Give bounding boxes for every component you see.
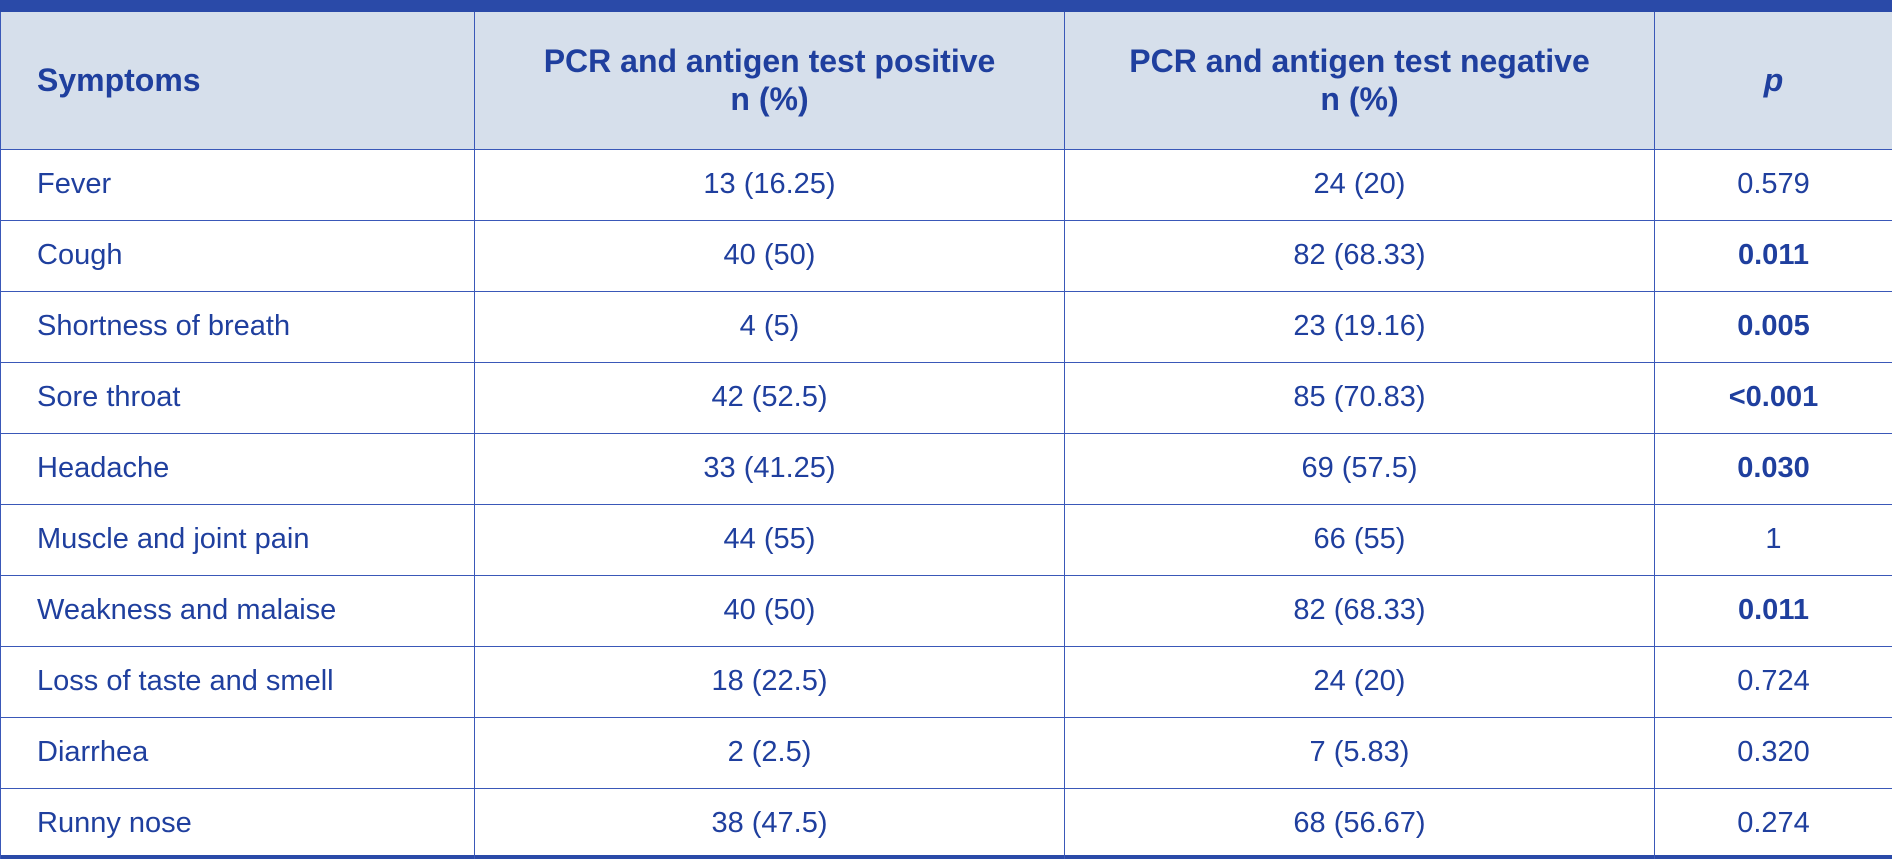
table-row: Runny nose 38 (47.5) 68 (56.67) 0.274 <box>0 787 1892 859</box>
negative-count-cell: 23 (19.16) <box>1064 290 1655 363</box>
table-row: Weakness and malaise 40 (50) 82 (68.33) 0.0… <box>0 574 1892 647</box>
header-positive-line2: n (%) <box>730 81 809 118</box>
header-row: Symptoms PCR and antigen test positive n… <box>0 12 1892 150</box>
positive-count-cell: 4 (5) <box>474 290 1065 363</box>
negative-count-cell: 7 (5.83) <box>1064 716 1655 789</box>
header-p-value: p <box>1654 12 1892 150</box>
table-row: Diarrhea 2 (2.5) 7 (5.83) 0.320 <box>0 716 1892 789</box>
table-row: Loss of taste and smell 18 (22.5) 24 (20) 0… <box>0 645 1892 718</box>
positive-count-cell: 2 (2.5) <box>474 716 1065 789</box>
negative-count-cell: 24 (20) <box>1064 148 1655 221</box>
negative-count-cell: 68 (56.67) <box>1064 787 1655 859</box>
table-row: Shortness of breath 4 (5) 23 (19.16) 0.005 <box>0 290 1892 363</box>
symptom-cell: Loss of taste and smell <box>0 645 475 718</box>
header-positive: PCR and antigen test positive n (%) <box>474 12 1065 150</box>
header-negative: PCR and antigen test negative n (%) <box>1064 12 1655 150</box>
symptom-cell: Runny nose <box>0 787 475 859</box>
positive-count-cell: 13 (16.25) <box>474 148 1065 221</box>
symptom-cell: Sore throat <box>0 361 475 434</box>
negative-count-cell: 69 (57.5) <box>1064 432 1655 505</box>
header-p-label: p <box>1763 62 1784 99</box>
symptom-cell: Muscle and joint pain <box>0 503 475 576</box>
p-value-cell: 0.320 <box>1654 716 1892 789</box>
positive-count-cell: 33 (41.25) <box>474 432 1065 505</box>
p-value-cell: 1 <box>1654 503 1892 576</box>
p-value-cell: 0.005 <box>1654 290 1892 363</box>
p-value-cell: 0.011 <box>1654 574 1892 647</box>
p-value-cell: 0.274 <box>1654 787 1892 859</box>
p-value-cell: 0.011 <box>1654 219 1892 292</box>
positive-count-cell: 38 (47.5) <box>474 787 1065 859</box>
p-value-cell: 0.724 <box>1654 645 1892 718</box>
symptom-cell: Weakness and malaise <box>0 574 475 647</box>
table-header: Symptoms PCR and antigen test positive n… <box>0 12 1892 150</box>
negative-count-cell: 66 (55) <box>1064 503 1655 576</box>
negative-count-cell: 85 (70.83) <box>1064 361 1655 434</box>
table-body: Fever 13 (16.25) 24 (20) 0.579 Cough 40 (50) 8… <box>0 148 1892 859</box>
negative-count-cell: 82 (68.33) <box>1064 219 1655 292</box>
p-value-cell: <0.001 <box>1654 361 1892 434</box>
header-positive-line1: PCR and antigen test positive <box>543 43 996 80</box>
table-row: Fever 13 (16.25) 24 (20) 0.579 <box>0 148 1892 221</box>
symptom-cell: Cough <box>0 219 475 292</box>
table-row: Cough 40 (50) 82 (68.33) 0.011 <box>0 219 1892 292</box>
symptom-cell: Headache <box>0 432 475 505</box>
p-value-cell: 0.030 <box>1654 432 1892 505</box>
positive-count-cell: 40 (50) <box>474 219 1065 292</box>
symptom-cell: Diarrhea <box>0 716 475 789</box>
positive-count-cell: 44 (55) <box>474 503 1065 576</box>
header-symptoms-label: Symptoms <box>37 62 201 99</box>
table-row: Muscle and joint pain 44 (55) 66 (55) 1 <box>0 503 1892 576</box>
negative-count-cell: 24 (20) <box>1064 645 1655 718</box>
p-value-cell: 0.579 <box>1654 148 1892 221</box>
positive-count-cell: 40 (50) <box>474 574 1065 647</box>
positive-count-cell: 18 (22.5) <box>474 645 1065 718</box>
symptom-cell: Shortness of breath <box>0 290 475 363</box>
symptoms-table: Symptoms PCR and antigen test positive n… <box>0 12 1892 859</box>
symptom-cell: Fever <box>0 148 475 221</box>
table-row: Headache 33 (41.25) 69 (57.5) 0.030 <box>0 432 1892 505</box>
negative-count-cell: 82 (68.33) <box>1064 574 1655 647</box>
header-negative-line1: PCR and antigen test negative <box>1129 43 1590 80</box>
header-symptoms: Symptoms <box>0 12 475 150</box>
table-row: Sore throat 42 (52.5) 85 (70.83) <0.001 <box>0 361 1892 434</box>
positive-count-cell: 42 (52.5) <box>474 361 1065 434</box>
header-negative-line2: n (%) <box>1320 81 1399 118</box>
